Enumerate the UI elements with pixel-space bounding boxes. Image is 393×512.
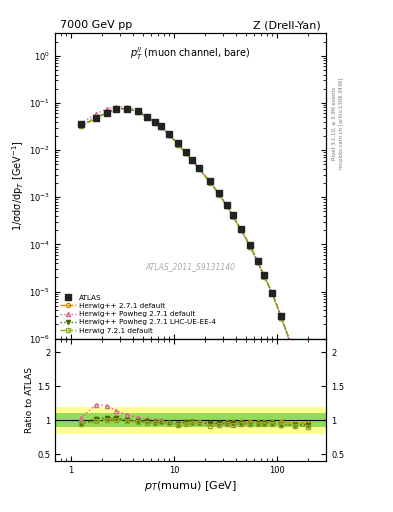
Text: Z (Drell-Yan): Z (Drell-Yan) [253,20,321,30]
Text: Rivet 3.1.10, ≥ 3.3M events: Rivet 3.1.10, ≥ 3.3M events [332,86,337,160]
Text: $p_T^{ll}$ (muon channel, bare): $p_T^{ll}$ (muon channel, bare) [130,46,251,62]
Bar [55,407,326,434]
Text: 7000 GeV pp: 7000 GeV pp [61,20,133,30]
Text: ATLAS_2011_S9131140: ATLAS_2011_S9131140 [145,263,236,271]
Text: mcplots.cern.ch [arXiv:1306.3436]: mcplots.cern.ch [arXiv:1306.3436] [339,77,344,168]
Bar [55,413,326,427]
Legend: ATLAS, Herwig++ 2.7.1 default, Herwig++ Powheg 2.7.1 default, Herwig++ Powheg 2.: ATLAS, Herwig++ 2.7.1 default, Herwig++ … [59,293,217,335]
Y-axis label: 1/σdσ/dp$_T$ [GeV$^{-1}$]: 1/σdσ/dp$_T$ [GeV$^{-1}$] [11,140,26,231]
Y-axis label: Ratio to ATLAS: Ratio to ATLAS [25,367,34,433]
X-axis label: $p_T$(mumu) [GeV]: $p_T$(mumu) [GeV] [144,479,237,493]
